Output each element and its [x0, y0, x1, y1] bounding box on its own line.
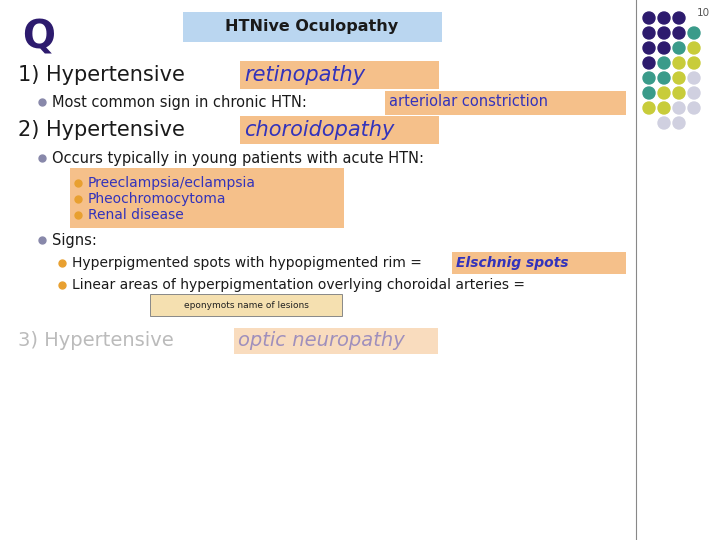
Text: 1) Hypertensive: 1) Hypertensive	[18, 65, 192, 85]
Circle shape	[643, 87, 655, 99]
Text: retinopathy: retinopathy	[244, 65, 365, 85]
Text: Signs:: Signs:	[52, 233, 97, 247]
Circle shape	[643, 42, 655, 54]
Circle shape	[658, 57, 670, 69]
Text: Preeclampsia/eclampsia: Preeclampsia/eclampsia	[88, 176, 256, 190]
Circle shape	[673, 117, 685, 129]
Circle shape	[688, 27, 700, 39]
Circle shape	[643, 102, 655, 114]
Circle shape	[643, 12, 655, 24]
FancyBboxPatch shape	[240, 61, 439, 89]
Circle shape	[643, 57, 655, 69]
Text: Linear areas of hyperpigmentation overlying choroidal arteries =: Linear areas of hyperpigmentation overly…	[72, 278, 525, 292]
FancyBboxPatch shape	[385, 91, 626, 115]
Circle shape	[688, 57, 700, 69]
Circle shape	[658, 117, 670, 129]
Circle shape	[643, 72, 655, 84]
FancyBboxPatch shape	[70, 168, 344, 228]
Circle shape	[673, 42, 685, 54]
Text: Most common sign in chronic HTN:: Most common sign in chronic HTN:	[52, 94, 312, 110]
Circle shape	[673, 87, 685, 99]
Circle shape	[673, 27, 685, 39]
Text: Hyperpigmented spots with hypopigmented rim =: Hyperpigmented spots with hypopigmented …	[72, 256, 426, 270]
Circle shape	[658, 42, 670, 54]
Circle shape	[643, 27, 655, 39]
Circle shape	[658, 72, 670, 84]
FancyBboxPatch shape	[183, 12, 442, 42]
Text: choroidopathy: choroidopathy	[244, 120, 395, 140]
Text: arteriolar constriction: arteriolar constriction	[389, 94, 548, 110]
Circle shape	[658, 12, 670, 24]
Text: HTNive Oculopathy: HTNive Oculopathy	[225, 19, 399, 35]
FancyBboxPatch shape	[240, 116, 439, 144]
FancyBboxPatch shape	[452, 252, 626, 274]
Text: 2) Hypertensive: 2) Hypertensive	[18, 120, 192, 140]
Text: 10: 10	[697, 8, 710, 18]
Text: 3) Hypertensive: 3) Hypertensive	[18, 332, 180, 350]
FancyBboxPatch shape	[234, 328, 438, 354]
Circle shape	[673, 12, 685, 24]
Circle shape	[688, 42, 700, 54]
Text: Elschnig spots: Elschnig spots	[456, 256, 569, 270]
Text: optic neuropathy: optic neuropathy	[238, 332, 405, 350]
Text: Renal disease: Renal disease	[88, 208, 184, 222]
Text: Pheochromocytoma: Pheochromocytoma	[88, 192, 227, 206]
Circle shape	[658, 27, 670, 39]
Circle shape	[673, 57, 685, 69]
Circle shape	[673, 102, 685, 114]
Text: Occurs typically in young patients with acute HTN:: Occurs typically in young patients with …	[52, 151, 424, 165]
Circle shape	[658, 102, 670, 114]
Text: eponymots name of lesions: eponymots name of lesions	[184, 300, 308, 309]
Circle shape	[658, 87, 670, 99]
Circle shape	[688, 87, 700, 99]
FancyBboxPatch shape	[150, 294, 342, 316]
Circle shape	[688, 102, 700, 114]
Circle shape	[688, 72, 700, 84]
Circle shape	[673, 72, 685, 84]
Text: Q: Q	[22, 18, 55, 56]
